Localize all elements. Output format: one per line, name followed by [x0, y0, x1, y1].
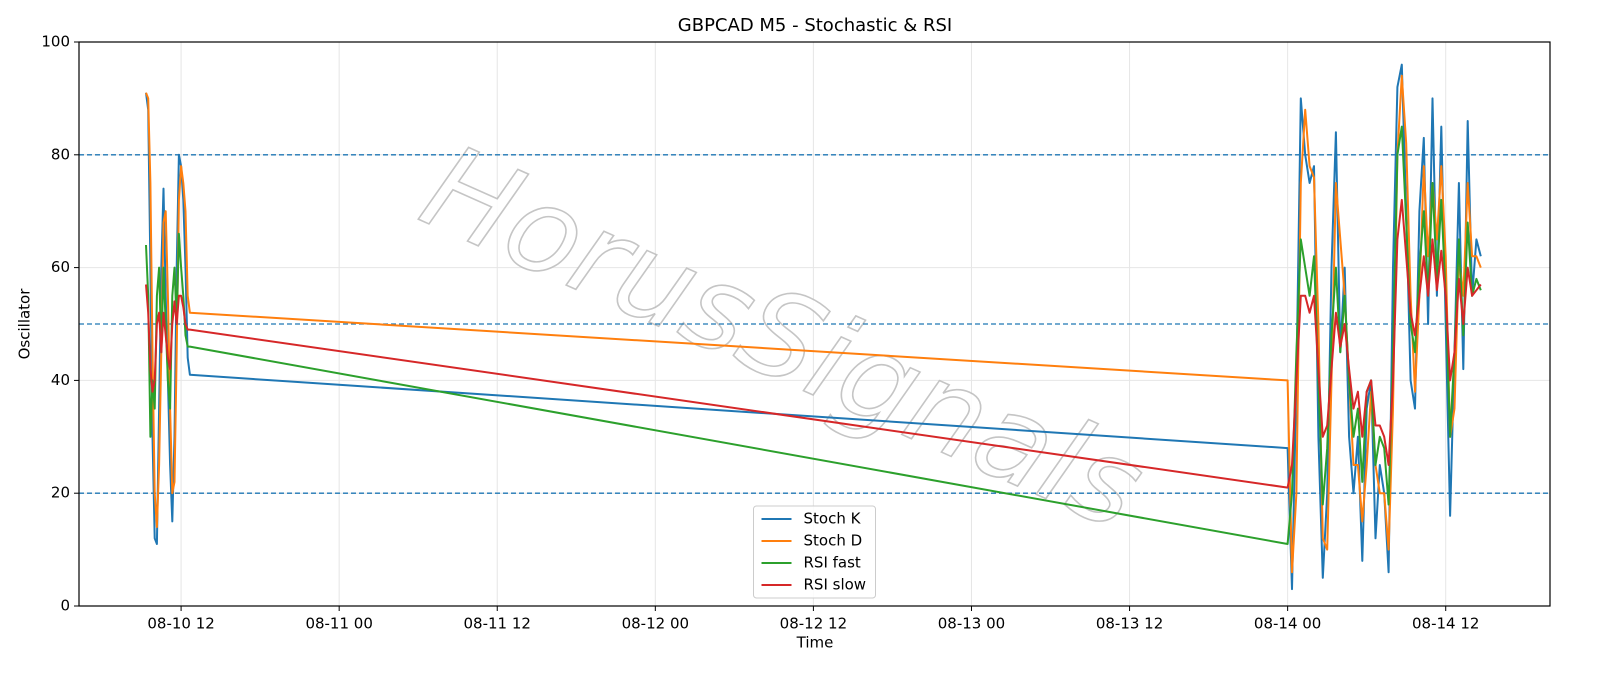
line-series — [145, 125, 1482, 545]
y-tick-label: 60 — [51, 258, 70, 276]
y-tick-label: 100 — [41, 33, 70, 51]
plot-frame — [78, 41, 1551, 607]
legend-label: Stoch K — [804, 510, 862, 528]
line-series — [145, 198, 1482, 489]
x-tick-label: 08-12 12 — [780, 615, 847, 633]
x-tick-label: 08-14 00 — [1254, 615, 1321, 633]
x-axis-label: Time — [796, 634, 834, 652]
legend-label: RSI slow — [804, 576, 867, 594]
x-tick-label: 08-13 00 — [938, 615, 1005, 633]
line-series — [145, 63, 1482, 591]
y-tick-label: 0 — [60, 597, 70, 615]
y-tick-label: 80 — [51, 145, 70, 163]
x-tick-label: 08-11 12 — [464, 615, 531, 633]
x-tick-label: 08-14 12 — [1412, 615, 1479, 633]
x-tick-label: 08-12 00 — [622, 615, 689, 633]
x-tick-label: 08-11 00 — [305, 615, 372, 633]
y-tick-label: 40 — [51, 371, 70, 389]
legend-box — [753, 505, 876, 599]
chart-title: GBPCAD M5 - Stochastic & RSI — [678, 15, 952, 36]
y-axis-label: Oscillator — [16, 288, 34, 360]
legend-label: RSI fast — [804, 554, 861, 572]
y-tick-label: 20 — [51, 484, 70, 502]
legend-label: Stoch D — [804, 532, 863, 550]
watermark: HorusSignals — [404, 117, 1163, 556]
x-tick-label: 08-13 12 — [1096, 615, 1163, 633]
x-tick-label: 08-10 12 — [147, 615, 214, 633]
